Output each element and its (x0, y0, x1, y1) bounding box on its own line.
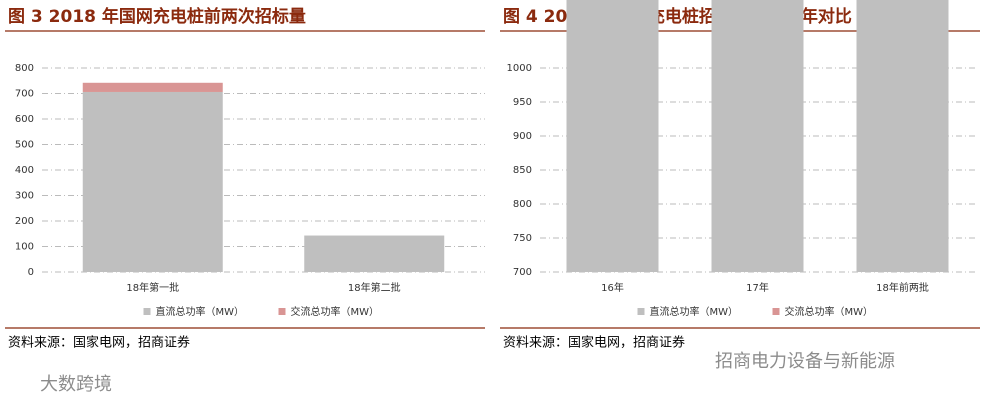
legend-swatch (637, 308, 645, 315)
y-tick-label: 0 (28, 267, 34, 278)
y-tick-label: 300 (15, 191, 34, 202)
legend-label: 直流总功率（MW） (650, 305, 739, 318)
y-tick-label: 950 (513, 97, 532, 108)
legend-label: 交流总功率（MW） (291, 305, 380, 318)
y-tick-label: 850 (513, 165, 532, 176)
x-tick-label: 18年第二批 (348, 281, 401, 294)
watermark: 大数跨境 (40, 374, 112, 395)
source: 资料来源：国家电网，招商证券 (503, 335, 685, 351)
y-tick-label: 750 (513, 233, 532, 244)
legend-swatch (278, 308, 286, 315)
y-tick-label: 800 (15, 63, 34, 74)
y-tick-label: 700 (513, 267, 532, 278)
watermark: 招商电力设备与新能源 (715, 351, 895, 372)
bar-segment (566, 0, 659, 273)
bar-segment (856, 0, 949, 272)
x-tick-label: 16年 (601, 281, 624, 294)
y-tick-label: 700 (15, 89, 34, 100)
legend-swatch (772, 308, 780, 315)
y-tick-label: 200 (15, 216, 34, 227)
bar-segment (711, 0, 804, 272)
chart-title: 图 3 2018 年国网充电桩前两次招标量 (8, 6, 306, 27)
y-tick-label: 1000 (507, 63, 532, 74)
y-tick-label: 600 (15, 114, 34, 125)
y-tick-label: 800 (513, 199, 532, 210)
y-tick-label: 900 (513, 131, 532, 142)
bar-segment (304, 235, 445, 272)
y-tick-label: 100 (15, 242, 34, 253)
x-tick-label: 18年第一批 (126, 281, 179, 294)
legend-label: 直流总功率（MW） (156, 305, 245, 318)
legend-label: 交流总功率（MW） (785, 305, 874, 318)
y-tick-label: 400 (15, 165, 34, 176)
source: 资料来源：国家电网，招商证券 (8, 335, 190, 351)
x-tick-label: 17年 (746, 281, 769, 294)
y-tick-label: 500 (15, 140, 34, 151)
bar-segment (82, 91, 223, 272)
legend-swatch (143, 308, 151, 315)
x-tick-label: 18年前两批 (876, 281, 929, 294)
bar-segment (82, 82, 223, 92)
